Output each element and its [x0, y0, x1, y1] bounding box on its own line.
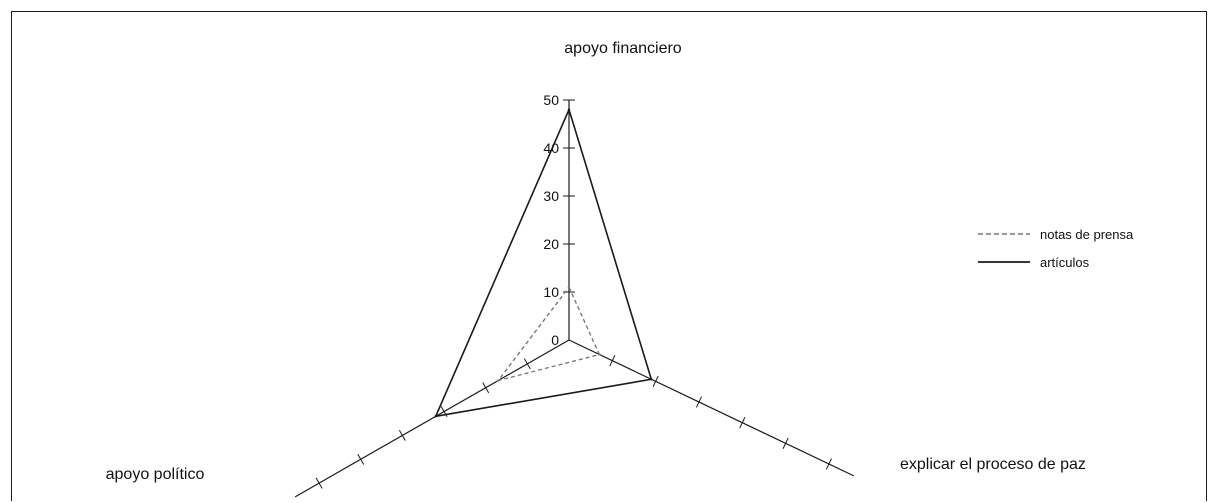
axis-tick-1-5 — [825, 458, 832, 470]
axis-title-2: apoyo político — [106, 466, 205, 483]
tick-label-1: 10 — [543, 284, 559, 300]
series-point-1-2 — [434, 415, 437, 418]
series-point-0-0 — [567, 286, 571, 289]
axis-tick-1-1 — [652, 375, 659, 387]
axis-title-1: explicar el proceso de paz — [900, 456, 1086, 473]
series-point-0-2 — [496, 379, 500, 382]
axis-tick-2-0 — [523, 358, 531, 370]
legend-label-notas-de-prensa: notas de prensa — [1040, 227, 1134, 242]
axis-tick-2-1 — [482, 382, 490, 394]
series-polygon-0 — [496, 285, 601, 382]
axis-title-0: apoyo financiero — [564, 40, 682, 57]
series-point-0-1 — [598, 353, 601, 356]
tick-label-4: 40 — [543, 140, 559, 156]
axis-tick-2-4 — [357, 453, 365, 465]
axis-tick-2-3 — [398, 429, 406, 441]
axis-tick-1-4 — [782, 437, 789, 449]
labels-layer: 0 10 20 30 40 50 apoyo financiero explicar el p… — [106, 40, 1086, 483]
series-layer — [434, 107, 653, 418]
legend-label-articulos: artículos — [1040, 255, 1090, 270]
legend: notas de prensa artículos — [978, 227, 1134, 270]
axis-tick-1-2 — [695, 396, 703, 408]
axis-tick-2-5 — [315, 477, 323, 489]
axes-layer — [294, 99, 855, 498]
axis-line-1 — [568, 339, 855, 477]
axis-tick-1-0 — [609, 355, 616, 367]
tick-label-5: 50 — [543, 92, 559, 108]
series-polygon-1 — [434, 107, 653, 418]
axis-tick-1-3 — [739, 417, 746, 429]
series-point-1-1 — [650, 378, 653, 381]
tick-label-0: 0 — [551, 332, 559, 348]
tick-label-2: 20 — [543, 236, 559, 252]
chart-frame — [11, 11, 1207, 501]
tick-label-3: 30 — [543, 188, 559, 204]
series-point-1-0 — [567, 108, 571, 111]
axis-line-2 — [294, 339, 570, 498]
